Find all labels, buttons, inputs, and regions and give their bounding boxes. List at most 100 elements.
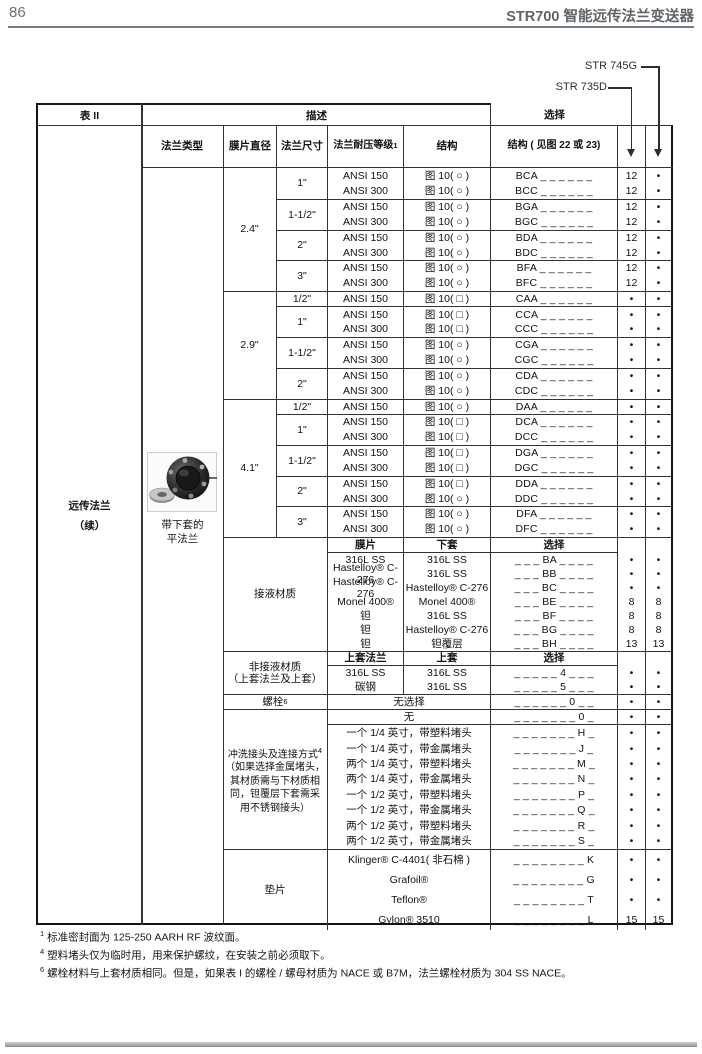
footer-bar [5,1042,697,1047]
code-cell: _ _ _ _ _ _ _ J _ [490,740,617,757]
code-cell: BGC _ _ _ _ _ _ [490,214,617,230]
avail-745g-cell: 13 [645,637,671,651]
figure-cell: 图 10( ○ ) [403,183,490,199]
avail-735d-cell: • [617,460,645,476]
avail-745g-cell: • [645,740,671,757]
avail-745g-cell: 8 [645,595,671,609]
header-pressure-rating-text: 法兰耐压等级 [333,140,394,152]
avail-735d-cell: • [617,444,645,461]
figure-cell: 图 10( □ ) [403,460,490,476]
rating-cell: ANSI 300 [327,460,403,476]
rating-cell: ANSI 150 [327,414,403,430]
code-cell: _ _ _ BB _ _ _ _ [490,567,617,581]
code-cell: _ _ _ _ _ _ _ R _ [490,818,617,834]
code-cell: _ _ _ _ _ _ _ _ T [490,889,617,910]
footnote-6: 6 螺栓材料与上套材质相同。但是，如果表 I 的螺栓 / 螺母材质为 NACE 或… [40,965,572,981]
option-desc-cell: 无 [327,710,490,726]
doc-title: STR700 智能远传法兰变送器 [506,9,694,25]
material-b-cell: 钽覆层 [403,637,490,651]
header-flange-type: 法兰类型 [161,139,203,152]
figure-cell: 图 10( ○ ) [403,398,490,414]
diameter-cell: 4.1" [223,398,276,537]
size-cell: 1-1/2" [276,337,327,368]
code-cell: _ _ _ _ _ 4 _ _ _ [490,666,617,680]
subheader-cell: 上套 [403,652,490,666]
option-desc-cell: Klinger® C-4401( 非石棉 ) [327,849,490,870]
avail-745g-cell: • [645,849,671,870]
avail-745g-cell: • [645,567,671,581]
avail-745g-cell: • [645,168,671,184]
avail-735d-cell: • [617,506,645,522]
rating-cell: ANSI 300 [327,521,403,537]
avail-735d-cell: • [617,680,645,694]
avail-735d-cell: • [617,337,645,353]
code-cell: _ _ _ _ _ _ _ 0 _ [490,710,617,726]
section-flush-connections: 冲洗接头及连接方式4 （如果选择金属堵头， 其材质需与下材质相 同，钽覆层下套需采 用不… [223,709,671,849]
code-cell: CGA _ _ _ _ _ _ [490,337,617,353]
avail-745g-cell: • [645,460,671,476]
avail-745g-cell: • [645,802,671,819]
size-cell: 3" [276,260,327,291]
avail-735d-cell: 12 [617,244,645,261]
section-label: 非接液材质 （上套法兰及上套） [223,652,327,694]
material-a-cell: Monel 400® [327,595,403,609]
code-cell: DFC _ _ _ _ _ _ [490,521,617,537]
avail-745g-cell: • [645,521,671,537]
divider-header-b [141,167,673,168]
avail-735d-cell: 12 [617,229,645,245]
diameter-cell: 2.9" [223,291,276,399]
code-cell: CDA _ _ _ _ _ _ [490,367,617,384]
avail-745g-cell: 8 [645,623,671,637]
material-b-cell: 316L SS [403,553,490,567]
avail-735d-cell: 12 [617,275,645,291]
rating-cell: ANSI 150 [327,198,403,215]
avail-745g-cell: • [645,275,671,291]
figure-cell: 图 10( ○ ) [403,168,490,184]
rating-cell: ANSI 300 [327,275,403,291]
avail-745g-cell: • [645,244,671,261]
avail-735d-cell: • [617,756,645,772]
avail-735d-cell: 13 [617,637,645,651]
rating-cell: ANSI 150 [327,367,403,384]
code-cell: _ _ _ _ _ _ 0 _ _ [490,695,617,709]
size-cell: 2" [276,367,327,399]
avail-745g-cell: • [645,383,671,399]
code-cell: BFC _ _ _ _ _ _ [490,275,617,291]
code-cell: CGC _ _ _ _ _ _ [490,352,617,368]
code-cell: CDC _ _ _ _ _ _ [490,383,617,399]
material-b-cell: 316L SS [403,609,490,623]
rating-cell: ANSI 300 [327,244,403,261]
avail-745g-cell: • [645,553,671,567]
code-cell: BCC _ _ _ _ _ _ [490,183,617,199]
rating-cell: ANSI 150 [327,168,403,184]
avail-735d-cell: 8 [617,623,645,637]
option-desc-cell: 一个 1/4 英寸，带塑料堵头 [327,725,490,741]
size-cell: 1/2" [276,398,327,414]
avail-735d-cell: 8 [617,595,645,609]
avail-745g-cell: • [645,229,671,245]
avail-735d-cell: 12 [617,214,645,230]
subheader-empty [645,538,671,553]
material-a-cell: 316L SS [327,666,403,680]
figure-cell: 图 10( ○ ) [403,198,490,215]
border-right [671,125,673,925]
avail-735d-cell: 12 [617,260,645,276]
code-cell: CAA _ _ _ _ _ _ [490,291,617,307]
avail-745g-cell: • [645,198,671,215]
section-label: 接液材质 [223,538,327,651]
option-desc-cell: Grafoil® [327,869,490,890]
code-cell: DAA _ _ _ _ _ _ [490,398,617,414]
rating-cell: ANSI 150 [327,506,403,522]
arrow-down-icon [654,149,662,157]
figure-cell: 图 10( ○ ) [403,383,490,399]
avail-735d-cell: • [617,771,645,788]
rating-cell: ANSI 300 [327,352,403,368]
flange-photo [147,452,217,515]
pointer-line-735d-v [630,87,632,150]
avail-745g-cell: • [645,506,671,522]
subheader-empty [617,538,645,553]
figure-cell: 图 10( ○ ) [403,229,490,245]
rating-cell: ANSI 150 [327,260,403,276]
description-header: 描述 [306,109,327,122]
footnote-text: 塑料堵头仅为临时用，用来保护螺纹，在安装之前必须取下。 [47,949,331,962]
